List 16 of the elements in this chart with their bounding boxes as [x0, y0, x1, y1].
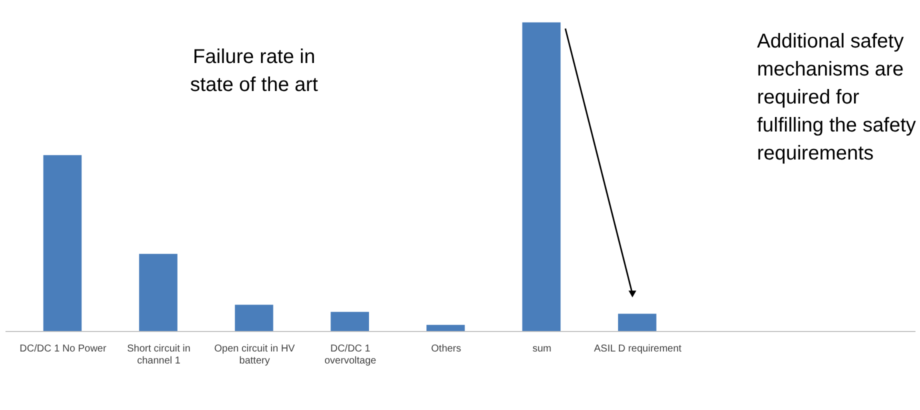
x-tick-label: DC/DC 1 No Power	[20, 344, 107, 354]
bar	[234, 304, 274, 331]
x-tick-label: Others	[431, 344, 462, 354]
text: Additional safety mechanisms are required for fulfilling the safety requirements	[756, 30, 916, 165]
bar	[139, 254, 178, 331]
x-tick-label: ASIL D requirement	[594, 344, 682, 354]
bar	[426, 324, 465, 331]
bar	[330, 312, 369, 331]
x-tick-label: Short circuit in channel 1	[127, 344, 190, 366]
x-tick-label: Open circuit in HV battery	[214, 344, 296, 366]
bar	[522, 22, 561, 331]
x-tick-label: sum	[532, 344, 552, 354]
bar	[43, 155, 82, 331]
bar	[618, 314, 656, 331]
x-tick-label: DC/DC 1 overvoltage	[324, 344, 377, 366]
annotation: Failure rate in state of the art	[190, 46, 318, 96]
